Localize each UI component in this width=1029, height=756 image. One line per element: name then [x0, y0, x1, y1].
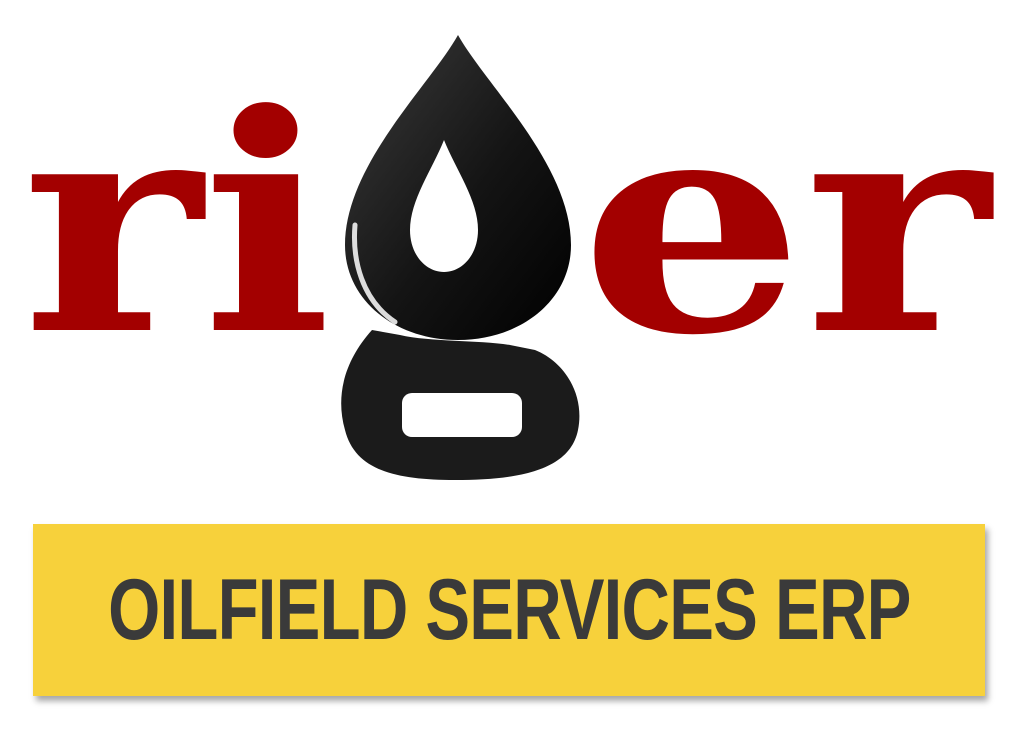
tagline-text: OILFIELD SERVICES ERP [107, 561, 911, 658]
riger-logo: ri er [22, 35, 997, 480]
wordmark-ri-text: ri [22, 48, 332, 401]
oil-drop-g-icon [341, 35, 580, 480]
wordmark-er-text: er [580, 48, 997, 401]
tagline-banner: OILFIELD SERVICES ERP [33, 524, 985, 696]
